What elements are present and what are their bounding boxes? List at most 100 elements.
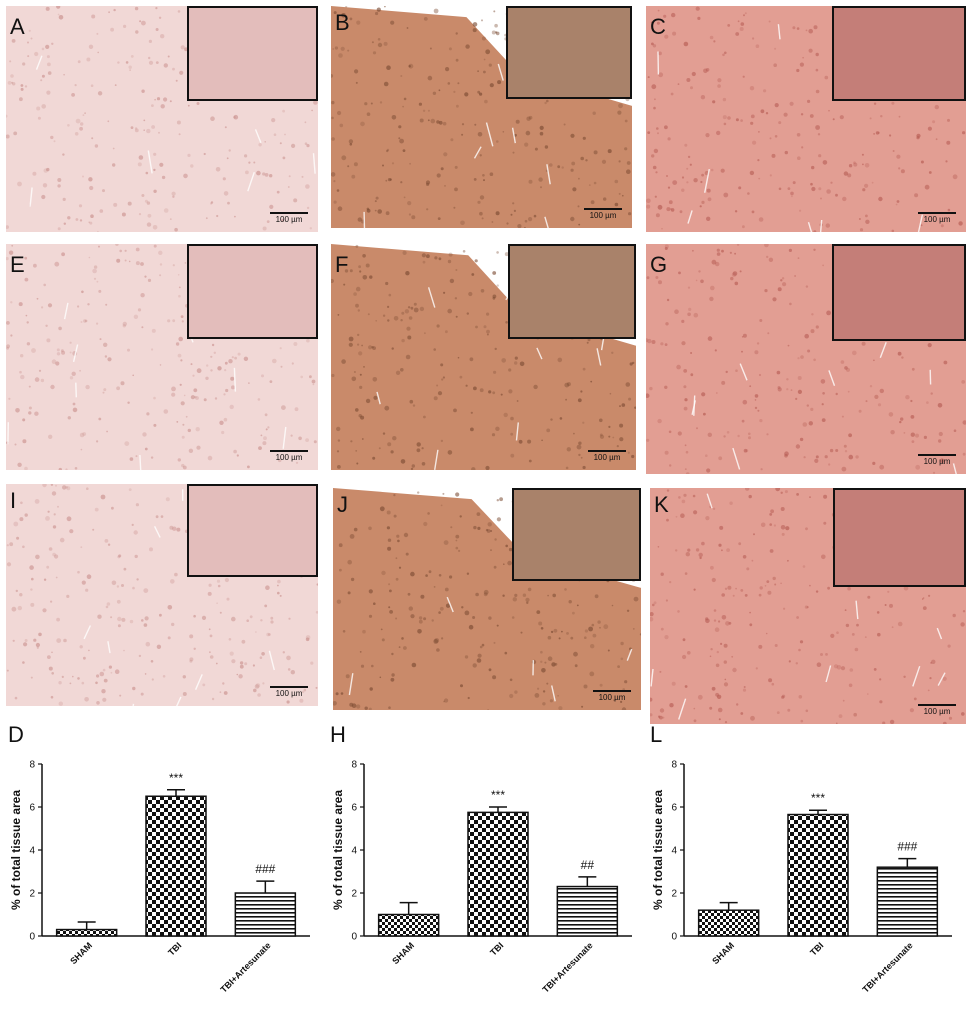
cell-dot <box>533 385 537 389</box>
y-tick-label: 4 <box>351 846 357 857</box>
scale-bar: 100 µm <box>584 208 622 220</box>
cell-dot <box>6 225 9 229</box>
cell-dot <box>441 440 443 442</box>
cell-dot <box>350 143 353 146</box>
cell-dot <box>489 64 492 67</box>
cell-dot <box>778 287 782 291</box>
cell-dot <box>877 611 880 614</box>
cell-dot <box>398 137 400 139</box>
cell-dot <box>573 433 575 435</box>
cell-dot <box>132 687 135 690</box>
cell-dot <box>403 646 407 650</box>
cell-dot <box>807 606 809 608</box>
cell-dot <box>879 465 884 470</box>
cell-dot <box>898 352 902 356</box>
cell-dot <box>672 180 677 185</box>
cell-dot <box>870 385 872 387</box>
vessel <box>937 628 941 639</box>
cell-dot <box>449 253 453 257</box>
vessel <box>148 151 152 174</box>
cell-dot <box>15 697 18 700</box>
cell-dot <box>216 215 218 217</box>
cell-dot <box>404 98 407 101</box>
cell-dot <box>337 111 341 115</box>
cell-dot <box>821 379 826 384</box>
cell-dot <box>30 588 32 590</box>
cell-dot <box>151 348 153 350</box>
cell-dot <box>805 527 808 530</box>
cell-dot <box>583 466 586 469</box>
cell-dot <box>385 282 388 285</box>
scale-bar: 100 µm <box>918 704 956 716</box>
cell-dot <box>151 125 155 129</box>
cell-dot <box>578 442 581 445</box>
cell-dot <box>801 146 803 148</box>
cell-dot <box>77 571 80 574</box>
cell-dot <box>467 573 469 575</box>
cell-dot <box>460 221 465 226</box>
cell-dot <box>443 122 447 126</box>
cell-dot <box>914 698 917 701</box>
cell-dot <box>678 431 682 435</box>
cell-dot <box>571 162 575 166</box>
cell-dot <box>774 48 776 50</box>
cell-dot <box>617 445 619 447</box>
cell-dot <box>238 674 242 678</box>
cell-dot <box>475 326 478 329</box>
panel-letter: J <box>337 492 348 518</box>
cell-dot <box>21 84 24 87</box>
cell-dot <box>693 510 697 514</box>
cell-dot <box>664 635 668 639</box>
cell-dot <box>696 280 698 282</box>
cell-dot <box>701 392 705 396</box>
cell-dot <box>65 486 68 489</box>
cell-dot <box>73 408 78 413</box>
cell-dot <box>172 68 175 71</box>
panel-letter: E <box>10 252 25 278</box>
cell-dot <box>45 516 50 521</box>
cell-dot <box>846 624 849 627</box>
cell-dot <box>455 492 459 496</box>
cell-dot <box>897 200 900 203</box>
cell-dot <box>123 650 125 652</box>
cell-dot <box>419 103 422 106</box>
cell-dot <box>49 667 53 671</box>
cell-dot <box>490 549 492 551</box>
cell-dot <box>312 380 316 384</box>
cell-dot <box>17 463 21 467</box>
cell-dot <box>225 126 227 128</box>
cell-dot <box>47 655 51 659</box>
cell-dot <box>147 222 151 226</box>
cell-dot <box>465 655 468 658</box>
cell-dot <box>804 334 809 339</box>
cell-dot <box>772 154 776 158</box>
cell-dot <box>646 393 650 398</box>
cell-dot <box>494 24 498 28</box>
cell-dot <box>222 682 224 684</box>
y-tick-label: 4 <box>29 846 35 857</box>
cell-dot <box>257 693 261 697</box>
cell-dot <box>723 98 726 101</box>
cell-dot <box>493 297 496 300</box>
cell-dot <box>22 418 25 421</box>
cell-dot <box>210 655 214 659</box>
cell-dot <box>504 413 508 417</box>
cell-dot <box>391 450 394 453</box>
significance-label: ### <box>255 862 275 876</box>
cell-dot <box>277 585 279 587</box>
cell-dot <box>50 136 53 139</box>
cell-dot <box>842 467 847 472</box>
cell-dot <box>849 164 852 167</box>
cell-dot <box>46 7 50 11</box>
cell-dot <box>714 609 717 612</box>
cell-dot <box>75 467 78 470</box>
cell-dot <box>153 169 155 171</box>
cell-dot <box>362 438 364 440</box>
cell-dot <box>619 193 621 195</box>
cell-dot <box>293 198 297 202</box>
cell-dot <box>653 107 656 110</box>
cell-dot <box>442 493 444 495</box>
cell-dot <box>115 669 120 674</box>
cell-dot <box>208 456 213 461</box>
cell-dot <box>267 426 269 428</box>
